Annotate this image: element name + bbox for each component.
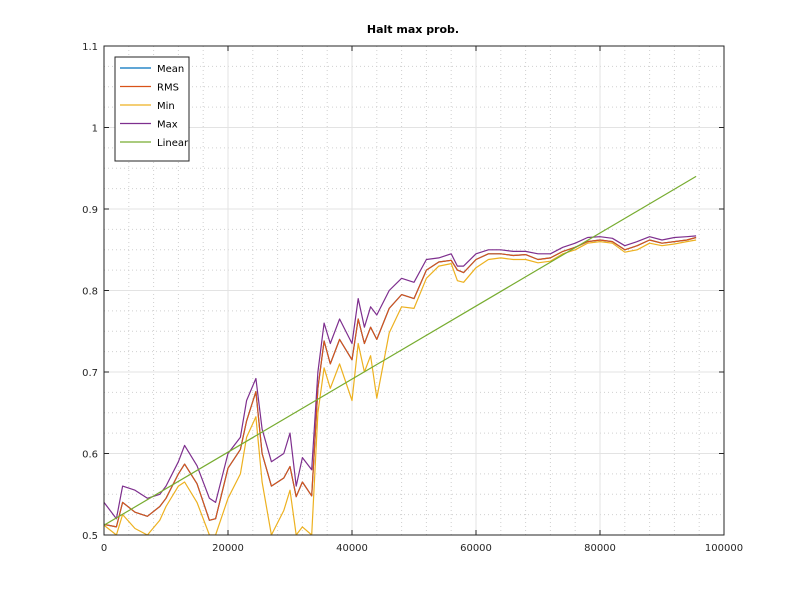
y-axis-ticks: 0.5 0.6 0.7 0.8 0.9 1 1.1 <box>82 42 724 542</box>
x-tick-label: 100000 <box>705 543 743 554</box>
legend-box <box>114 56 190 162</box>
series-line-linear <box>104 175 697 526</box>
major-grid <box>104 46 724 535</box>
legend: Mean RMS Min Max Linear <box>114 56 190 162</box>
x-tick-label: 60000 <box>460 543 492 554</box>
series-line-max <box>104 235 697 520</box>
y-tick-label: 0.5 <box>82 531 98 542</box>
legend-label: Max <box>157 120 178 131</box>
y-tick-label: 1 <box>92 124 98 135</box>
chart-title: Halt max prob. <box>367 23 459 36</box>
legend-label: RMS <box>157 83 179 94</box>
legend-label: Min <box>157 101 175 112</box>
x-tick-label: 80000 <box>584 543 616 554</box>
legend-label: Linear <box>157 138 189 149</box>
y-tick-label: 0.9 <box>82 205 98 216</box>
x-axis-ticks: 0 20000 40000 60000 80000 100000 <box>101 46 743 554</box>
y-tick-label: 0.6 <box>82 450 98 461</box>
y-tick-label: 0.7 <box>82 368 98 379</box>
series-layer <box>104 175 697 535</box>
x-tick-label: 20000 <box>212 543 244 554</box>
legend-label: Mean <box>157 64 184 75</box>
x-tick-label: 0 <box>101 543 107 554</box>
x-tick-label: 40000 <box>336 543 368 554</box>
y-tick-label: 1.1 <box>82 42 98 53</box>
y-tick-label: 0.8 <box>82 287 98 298</box>
